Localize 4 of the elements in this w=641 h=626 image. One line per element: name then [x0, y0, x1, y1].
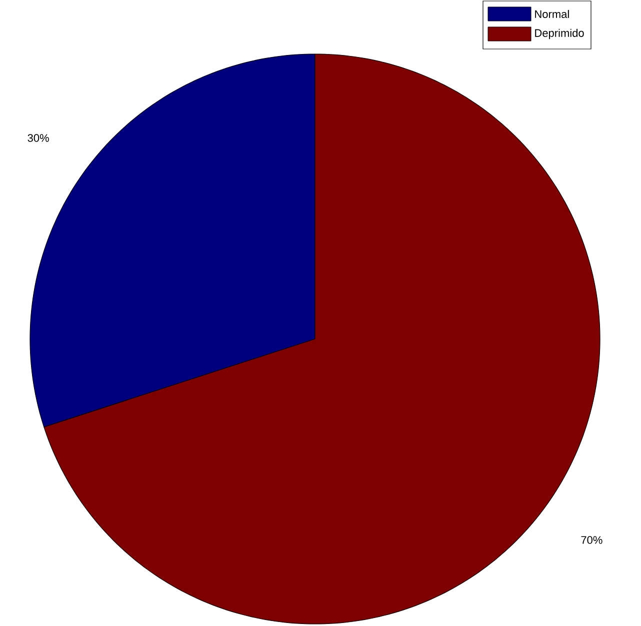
- legend-label: Normal: [535, 10, 569, 18]
- legend-label: Deprimido: [535, 28, 584, 40]
- data-label: 70%: [581, 536, 602, 544]
- data-label: 30%: [28, 134, 49, 142]
